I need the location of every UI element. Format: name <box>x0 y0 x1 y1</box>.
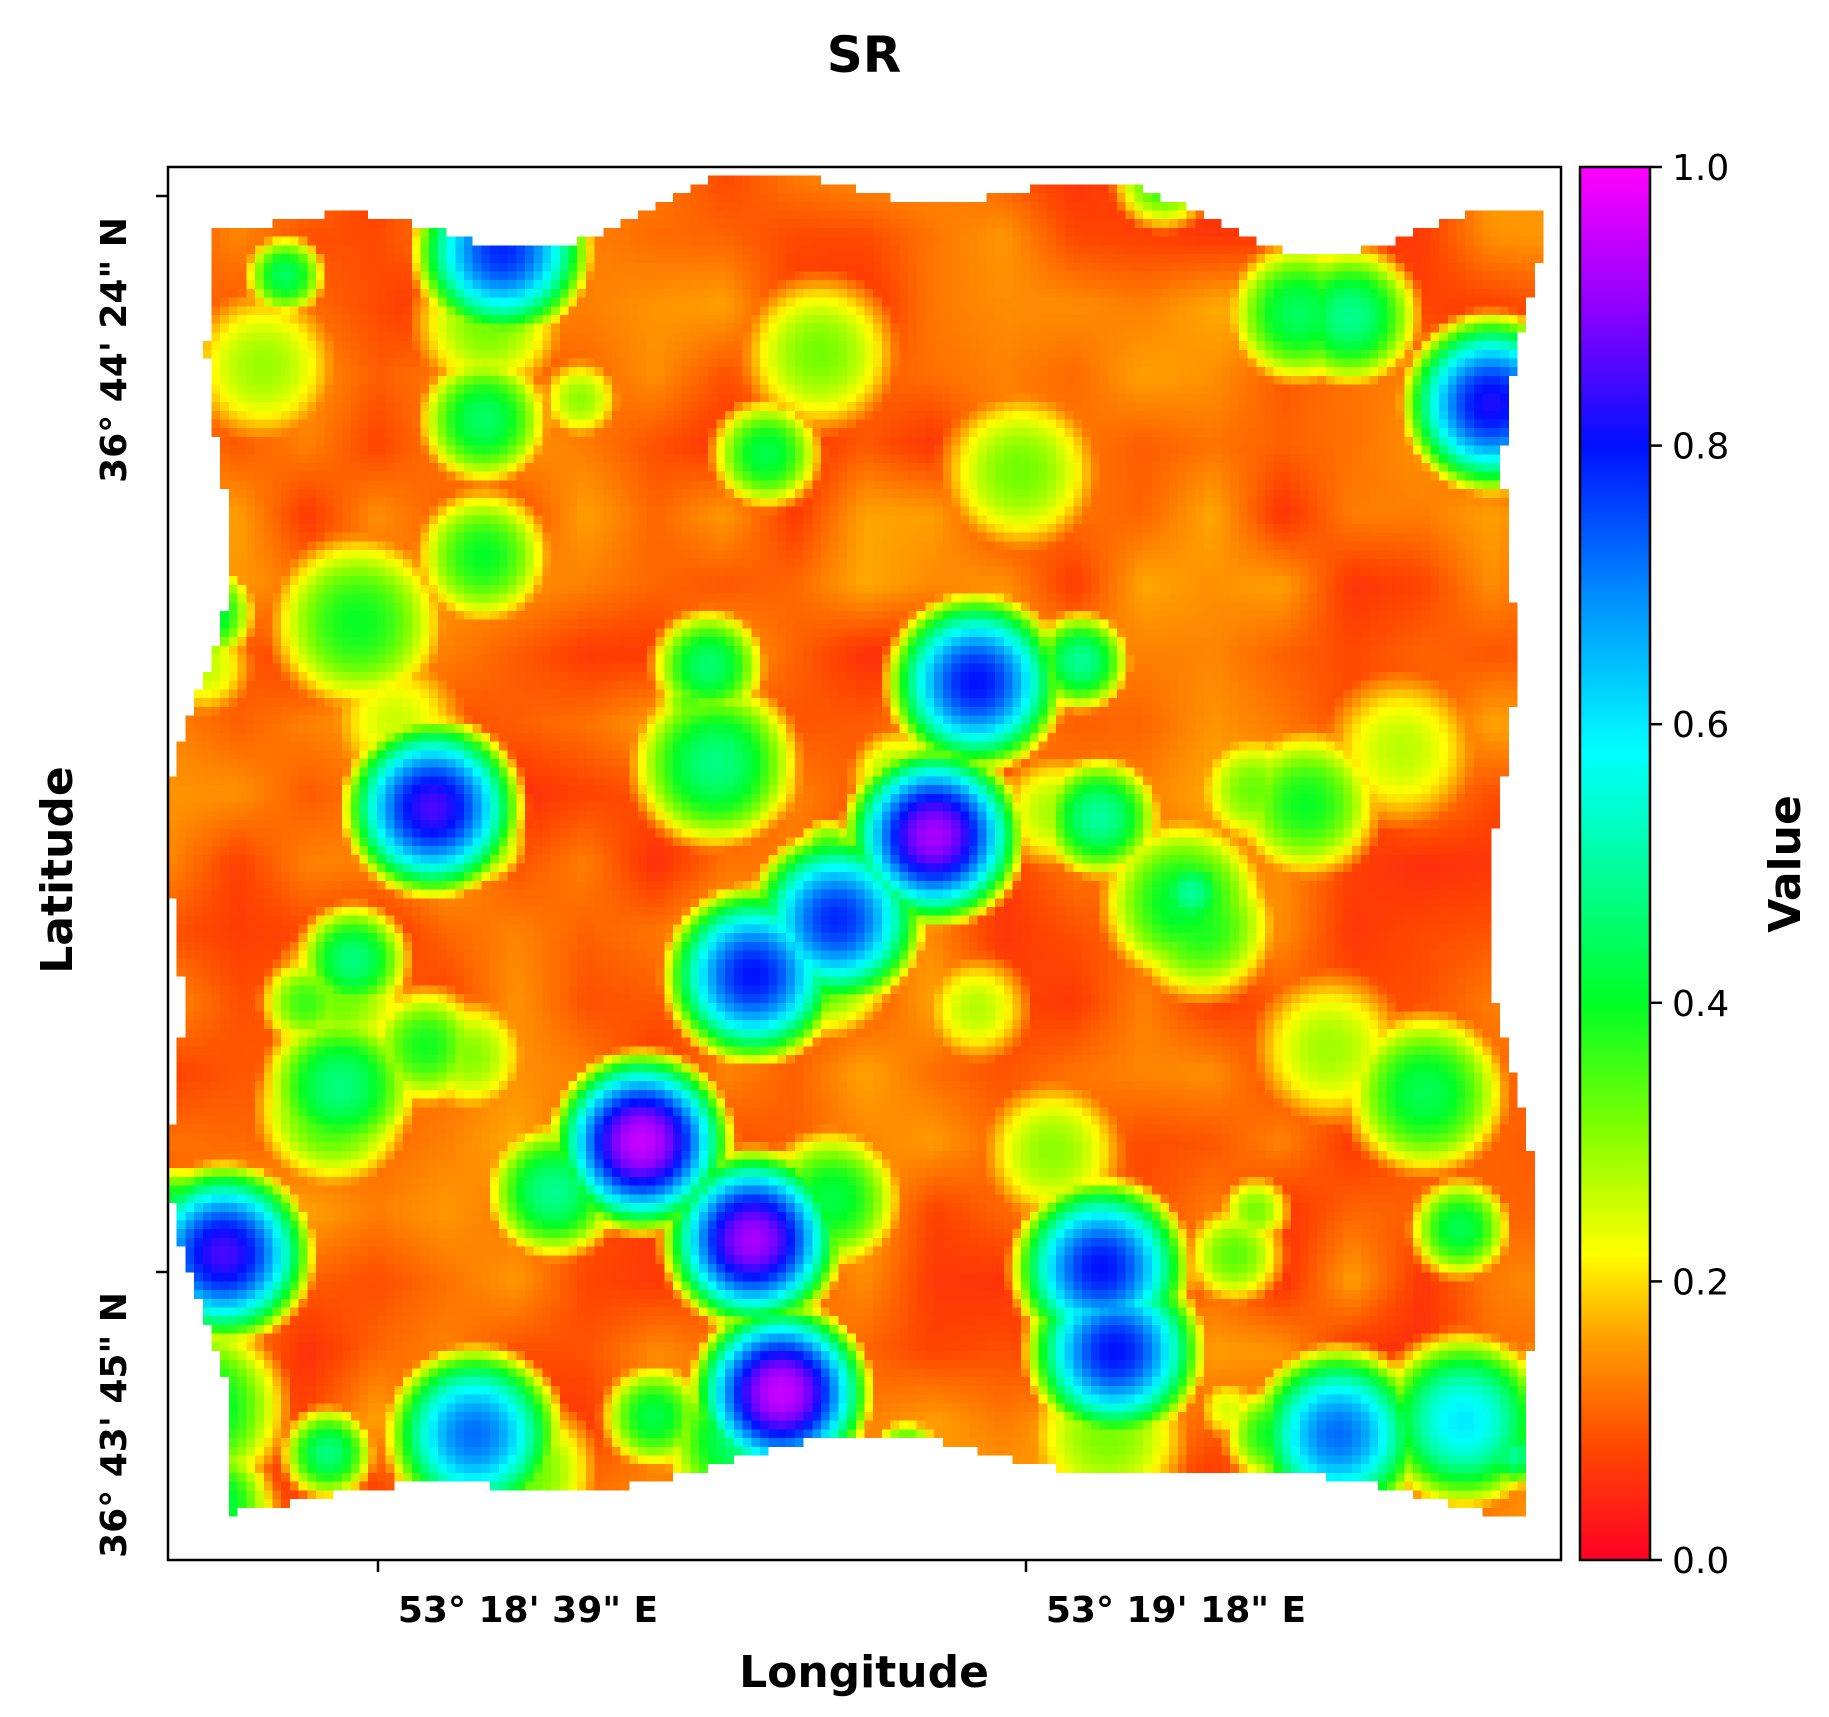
colorbar-tick-label: 0.6 <box>1672 705 1729 746</box>
x-tick-label: 53° 18' 39" E <box>398 1590 658 1631</box>
x-tick-label: 53° 19' 18" E <box>1046 1590 1306 1631</box>
y-axis-label: Latitude <box>32 766 83 974</box>
x-axis-label: Longitude <box>739 1647 989 1698</box>
y-tick-label: 36° 44' 24" N <box>94 217 135 483</box>
plot-frame <box>166 165 1563 1562</box>
colorbar-tick-label: 0.2 <box>1672 1262 1729 1303</box>
chart-title: SR <box>827 26 902 84</box>
colorbar-tick-label: 0.0 <box>1672 1541 1729 1582</box>
colorbar: 0.0 0.2 0.4 0.6 0.8 1.0 Value <box>1578 148 1811 1582</box>
heatmap-canvas <box>168 167 1561 1560</box>
colorbar-tick-label: 0.8 <box>1672 427 1729 468</box>
colorbar-ticks: 0.0 0.2 0.4 0.6 0.8 1.0 <box>1650 148 1729 1582</box>
colorbar-label: Value <box>1760 795 1811 933</box>
colorbar-tick-label: 1.0 <box>1672 148 1729 189</box>
heatmap <box>168 167 1561 1560</box>
x-axis: 53° 18' 39" E 53° 19' 18" E Longitude <box>376 1560 1306 1698</box>
colorbar-gradient <box>1578 165 1652 1562</box>
y-axis: 36° 44' 24" N 36° 43' 45" N Latitude <box>32 194 168 1558</box>
y-tick-label: 36° 43' 45" N <box>94 1292 135 1558</box>
colorbar-tick-label: 0.4 <box>1672 984 1729 1025</box>
